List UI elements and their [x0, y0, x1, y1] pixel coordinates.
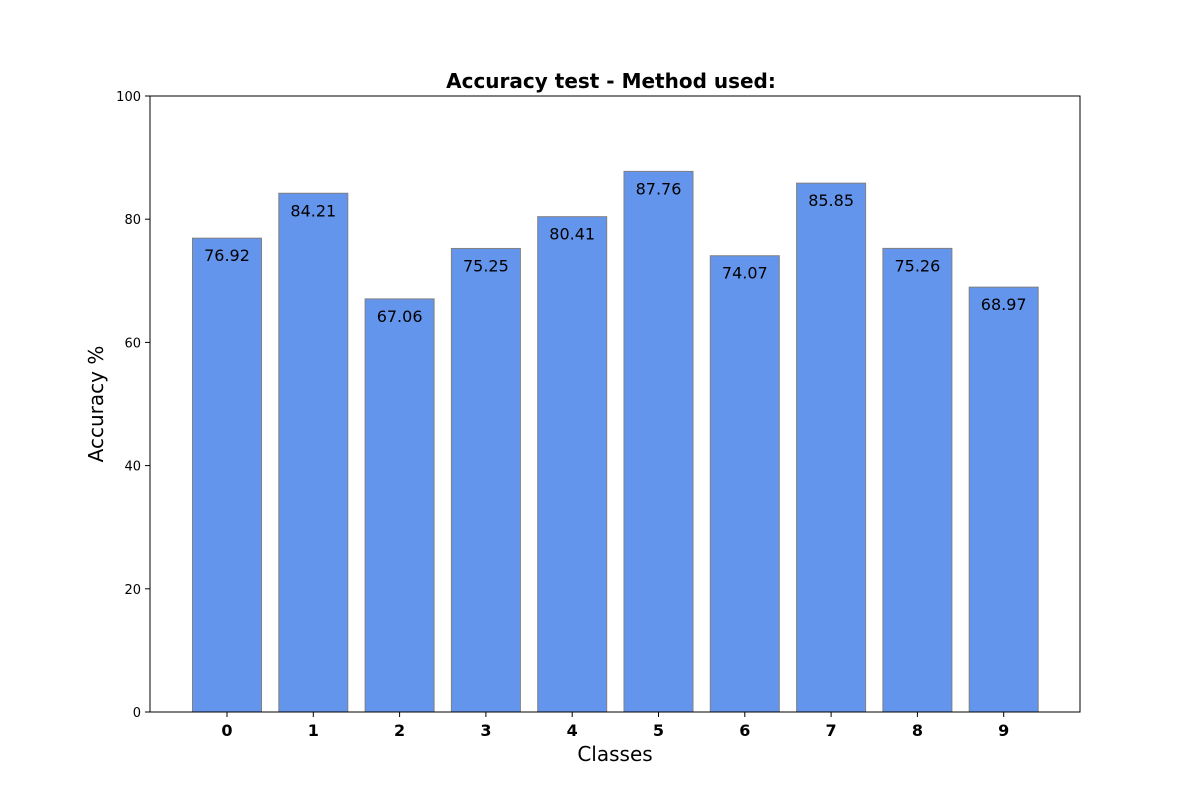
bar-class-0 [192, 237, 262, 713]
y-tick-label: 0 [133, 706, 141, 721]
bar-value-label: 75.25 [463, 256, 509, 275]
bar-class-1 [278, 192, 349, 713]
chart-title: Accuracy test - Method used: [446, 69, 776, 93]
bar-class-3 [450, 247, 521, 713]
y-tick-label: 40 [124, 460, 141, 475]
bar-class-8 [882, 247, 953, 713]
x-tick-label: 8 [912, 721, 923, 740]
bar-value-label: 76.92 [204, 246, 250, 265]
x-tick-label: 1 [308, 721, 319, 740]
bar-value-label: 75.26 [894, 256, 940, 275]
bar-value-label: 68.97 [981, 295, 1027, 314]
bar-value-label: 87.76 [636, 179, 682, 198]
bar-class-7 [796, 182, 867, 713]
bar-value-label: 80.41 [549, 225, 595, 244]
bar-class-9 [968, 286, 1039, 713]
bar-value-label: 84.21 [290, 201, 336, 220]
bar-value-label: 74.07 [722, 264, 768, 283]
x-tick-label: 7 [826, 721, 837, 740]
y-tick-label: 100 [116, 90, 141, 105]
y-tick-label: 80 [124, 213, 141, 228]
bar-class-2 [364, 298, 435, 713]
bar-value-labels: 76.92 84.21 67.06 75.25 80.41 87.76 74.07 85.85… [204, 179, 1027, 326]
x-tick-label: 4 [567, 721, 578, 740]
bar-class-6 [709, 255, 780, 713]
y-tick-label: 60 [124, 336, 141, 351]
bar-value-label: 85.85 [808, 191, 854, 210]
y-axis-label: Accuracy % [84, 346, 108, 463]
x-tick-label: 3 [480, 721, 491, 740]
y-axis: 0 20 40 60 80 100 [116, 90, 150, 721]
bar-class-5 [623, 170, 694, 713]
bars [192, 170, 1039, 713]
x-axis: 0 1 2 3 4 5 6 7 8 9 [221, 712, 1009, 740]
x-tick-label: 0 [221, 721, 232, 740]
x-tick-label: 2 [394, 721, 405, 740]
x-axis-label: Classes [577, 742, 652, 766]
bar-value-label: 67.06 [377, 307, 423, 326]
bar-class-4 [537, 216, 608, 713]
plot-frame [149, 95, 1081, 713]
x-tick-label: 5 [653, 721, 664, 740]
y-tick-label: 20 [124, 583, 141, 598]
x-tick-label: 9 [998, 721, 1009, 740]
x-tick-label: 6 [739, 721, 750, 740]
